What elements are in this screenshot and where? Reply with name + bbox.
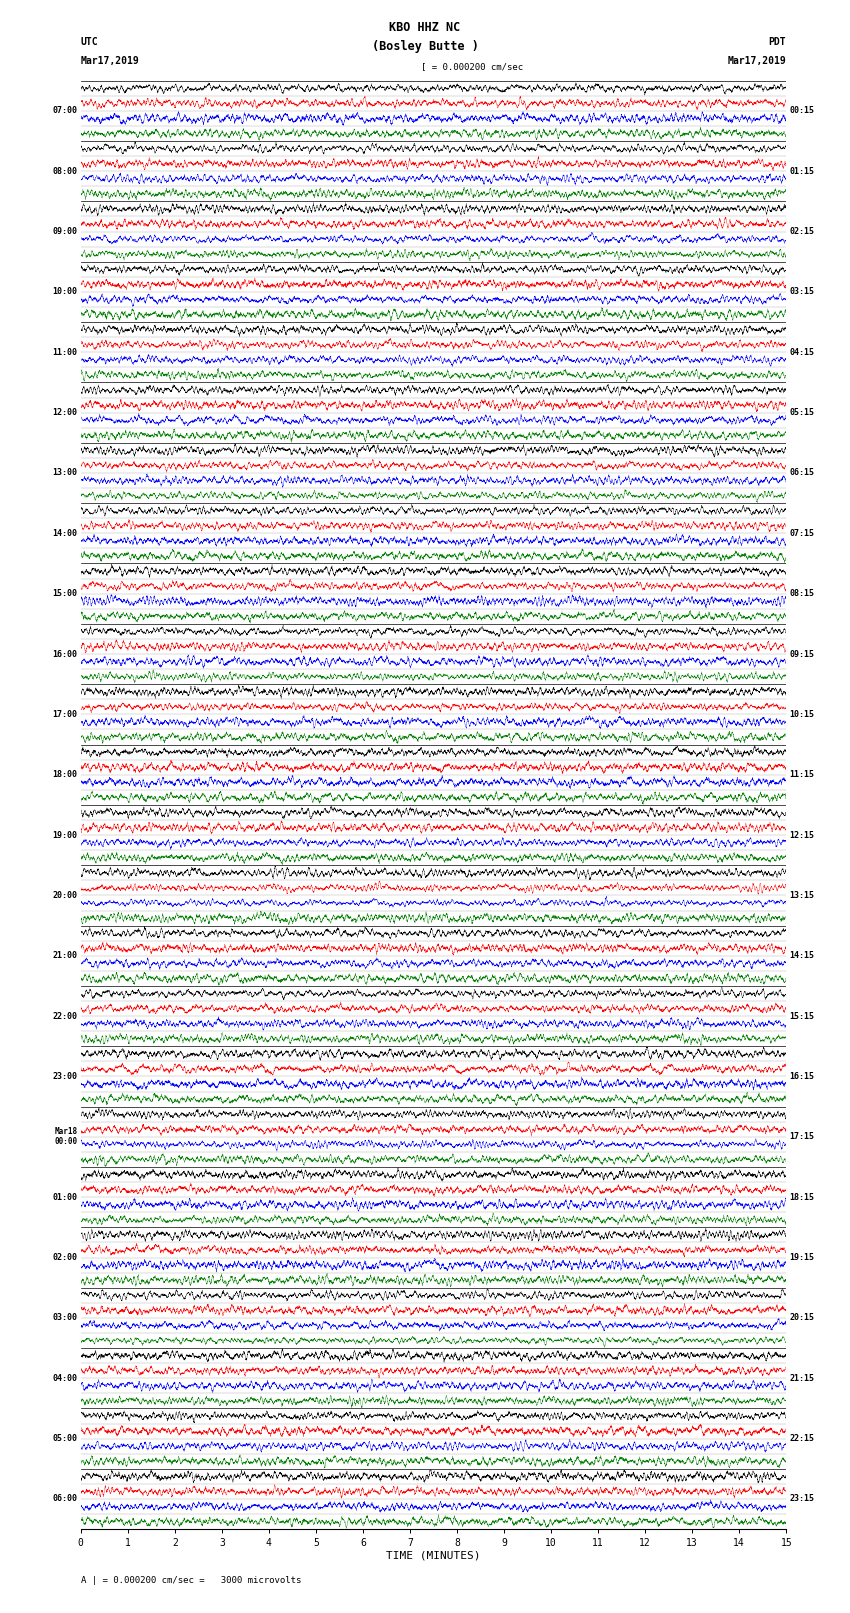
Text: 09:00: 09:00: [53, 227, 77, 235]
Text: 03:00: 03:00: [53, 1313, 77, 1323]
Text: 16:00: 16:00: [53, 650, 77, 658]
Text: 08:00: 08:00: [53, 166, 77, 176]
Text: 17:15: 17:15: [790, 1132, 814, 1142]
Text: 00:15: 00:15: [790, 106, 814, 115]
Text: 07:15: 07:15: [790, 529, 814, 537]
Text: Mar17,2019: Mar17,2019: [728, 56, 786, 66]
Text: 13:00: 13:00: [53, 468, 77, 477]
Text: 14:00: 14:00: [53, 529, 77, 537]
Text: 06:00: 06:00: [53, 1495, 77, 1503]
Text: 10:00: 10:00: [53, 287, 77, 297]
Text: 21:15: 21:15: [790, 1374, 814, 1382]
Text: 15:00: 15:00: [53, 589, 77, 598]
Text: KBO HHZ NC: KBO HHZ NC: [389, 21, 461, 34]
Text: 05:00: 05:00: [53, 1434, 77, 1444]
Text: Mar17,2019: Mar17,2019: [81, 56, 139, 66]
Text: 23:00: 23:00: [53, 1073, 77, 1081]
Text: UTC: UTC: [81, 37, 99, 47]
Text: 02:00: 02:00: [53, 1253, 77, 1261]
Text: 22:15: 22:15: [790, 1434, 814, 1444]
Text: 12:00: 12:00: [53, 408, 77, 418]
Text: 19:00: 19:00: [53, 831, 77, 839]
Text: 15:15: 15:15: [790, 1011, 814, 1021]
Text: 16:15: 16:15: [790, 1073, 814, 1081]
Text: 20:00: 20:00: [53, 890, 77, 900]
Text: 19:15: 19:15: [790, 1253, 814, 1261]
Text: 01:00: 01:00: [53, 1192, 77, 1202]
Text: 11:15: 11:15: [790, 771, 814, 779]
Text: 03:15: 03:15: [790, 287, 814, 297]
Text: 01:15: 01:15: [790, 166, 814, 176]
Text: 12:15: 12:15: [790, 831, 814, 839]
Text: 08:15: 08:15: [790, 589, 814, 598]
Text: 10:15: 10:15: [790, 710, 814, 719]
Text: 06:15: 06:15: [790, 468, 814, 477]
Text: 21:00: 21:00: [53, 952, 77, 960]
Text: 04:00: 04:00: [53, 1374, 77, 1382]
Text: PDT: PDT: [768, 37, 786, 47]
Text: Mar18: Mar18: [54, 1127, 77, 1136]
X-axis label: TIME (MINUTES): TIME (MINUTES): [386, 1552, 481, 1561]
Text: 11:00: 11:00: [53, 348, 77, 356]
Text: (Bosley Butte ): (Bosley Butte ): [371, 40, 479, 53]
Text: 02:15: 02:15: [790, 227, 814, 235]
Text: 17:00: 17:00: [53, 710, 77, 719]
Text: 20:15: 20:15: [790, 1313, 814, 1323]
Text: 13:15: 13:15: [790, 890, 814, 900]
Text: 18:15: 18:15: [790, 1192, 814, 1202]
Text: 00:00: 00:00: [54, 1137, 77, 1147]
Text: A | = 0.000200 cm/sec =   3000 microvolts: A | = 0.000200 cm/sec = 3000 microvolts: [81, 1576, 301, 1586]
Text: 05:15: 05:15: [790, 408, 814, 418]
Text: 04:15: 04:15: [790, 348, 814, 356]
Text: [ = 0.000200 cm/sec: [ = 0.000200 cm/sec: [421, 61, 523, 71]
Text: 07:00: 07:00: [53, 106, 77, 115]
Text: 18:00: 18:00: [53, 771, 77, 779]
Text: 09:15: 09:15: [790, 650, 814, 658]
Text: 22:00: 22:00: [53, 1011, 77, 1021]
Text: 23:15: 23:15: [790, 1495, 814, 1503]
Text: 14:15: 14:15: [790, 952, 814, 960]
